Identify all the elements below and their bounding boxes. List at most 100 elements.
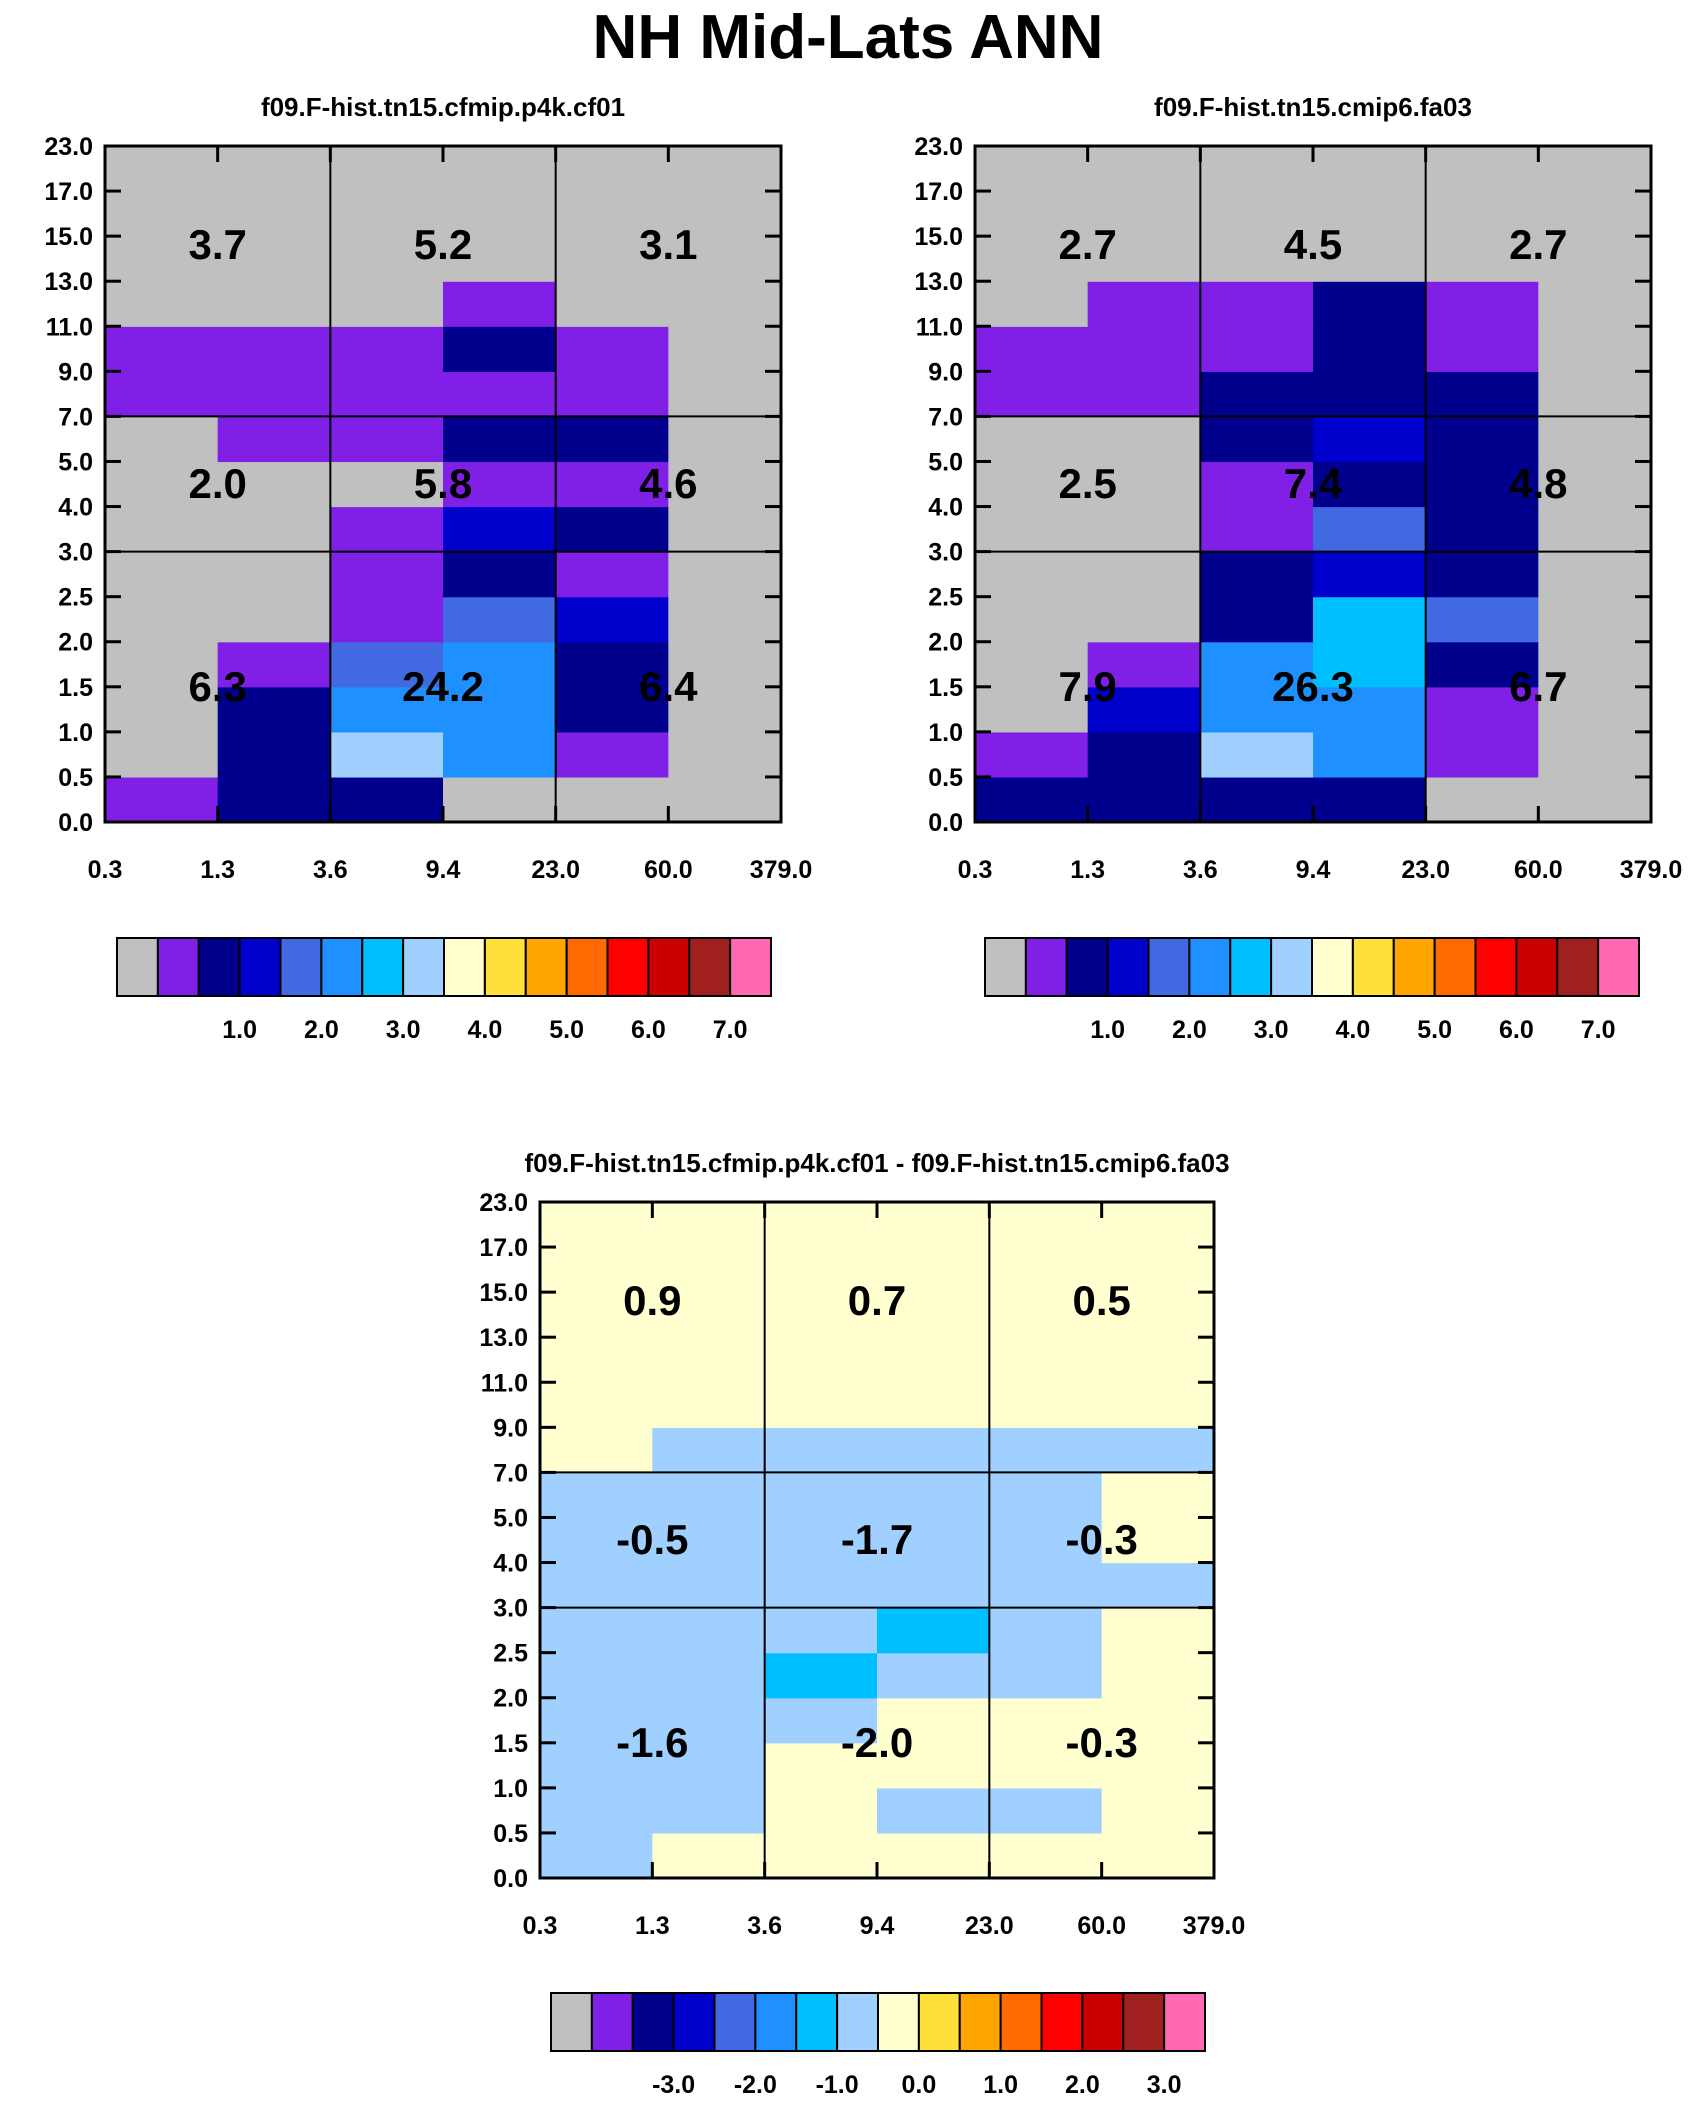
heatmap-cell (1087, 191, 1201, 237)
heatmap-cell (105, 686, 219, 733)
heatmap-cell (668, 371, 782, 417)
colorbar-box (1229, 937, 1273, 997)
region-value-label: 4.6 (639, 460, 697, 507)
heatmap-cell (1200, 281, 1314, 327)
heatmap-cell (1200, 776, 1314, 823)
y-tick-label: 0.0 (493, 1865, 528, 1893)
heatmap-cell (668, 731, 782, 778)
heatmap-cell (540, 1697, 653, 1744)
heatmap-cell (652, 1742, 766, 1789)
heatmap-cell (877, 1382, 990, 1428)
heatmap-cell (764, 1472, 878, 1519)
heatmap-cell (105, 596, 219, 643)
heatmap-cell (330, 686, 444, 733)
y-tick-label: 9.0 (928, 358, 963, 386)
heatmap-cell (975, 281, 1089, 327)
heatmap-cell (217, 731, 331, 778)
heatmap-cell (555, 551, 669, 598)
y-tick-label: 0.5 (493, 1820, 528, 1848)
chart-panel-3: f09.F-hist.tn15.cfmip.p4k.cf01 - f09.F-h… (479, 1148, 1245, 2099)
heatmap-cell (1101, 1562, 1215, 1609)
y-tick-label: 0.0 (58, 809, 93, 837)
heatmap-cell (975, 641, 1089, 688)
heatmap-cell (443, 596, 557, 643)
heatmap-cell (764, 1427, 878, 1473)
heatmap-cell (443, 281, 557, 327)
heatmap-cell (555, 146, 669, 192)
region-value-label: 6.3 (188, 663, 246, 710)
heatmap-cell (443, 551, 557, 598)
colorbar-box (1147, 937, 1191, 997)
heatmap-cell (877, 1247, 990, 1293)
heatmap-cell (975, 551, 1089, 598)
heatmap-cell (668, 551, 782, 598)
colorbar-box (647, 937, 691, 997)
chart-panel-2: f09.F-hist.tn15.cmip6.fa03 0.0 0.5 1.0 1.5 2.… (914, 92, 1682, 1044)
heatmap-cell (975, 686, 1089, 733)
x-tick-label: 0.3 (958, 856, 993, 884)
colorbar-label: -1.0 (816, 2071, 859, 2099)
y-tick-label: 9.0 (58, 358, 93, 386)
region-value-label: 4.8 (1509, 460, 1567, 507)
colorbar-label: 2.0 (304, 1016, 339, 1044)
heatmap-cell (443, 461, 557, 508)
heatmap-cell (540, 1787, 653, 1834)
heatmap-cell (443, 146, 557, 192)
heatmap-cell (1087, 551, 1201, 598)
heatmap-cell (217, 371, 331, 417)
heatmap-cell (555, 461, 669, 508)
colorbar-label: 1.0 (1090, 1016, 1125, 1044)
heatmap-cell (1200, 551, 1314, 598)
region-value-label: 26.3 (1272, 663, 1354, 710)
heatmap-cell (443, 326, 557, 372)
heatmap-cell (1087, 371, 1201, 417)
heatmap-cell (330, 641, 444, 688)
x-tick-label: 9.4 (426, 856, 461, 884)
y-tick-label: 4.0 (928, 494, 963, 522)
x-tick-label: 379.0 (1620, 856, 1683, 884)
region-value-label: 3.1 (639, 221, 697, 268)
heatmap-cell (989, 1427, 1103, 1473)
heatmap-cell (877, 1517, 990, 1564)
y-tick-label: 2.5 (493, 1640, 528, 1668)
heatmap-cell (1101, 1472, 1215, 1519)
y-tick-label: 2.0 (928, 629, 963, 657)
colorbar-label: 2.0 (1172, 1016, 1207, 1044)
x-tick-label: 379.0 (1183, 1912, 1246, 1940)
heatmap-cell (989, 1247, 1103, 1293)
colorbar-label: 3.0 (1147, 2071, 1182, 2099)
colorbar-box (279, 937, 323, 997)
colorbar-box (1270, 937, 1313, 997)
heatmap-cell (877, 1292, 990, 1338)
heatmap-cell (1538, 506, 1652, 553)
heatmap-cell (330, 416, 444, 463)
heatmap-cell (105, 236, 219, 282)
heatmap-cell (1425, 236, 1539, 282)
heatmap-cell (540, 1472, 653, 1519)
heatmap-cell (1101, 1787, 1215, 1834)
heatmap-cell (1313, 416, 1427, 463)
heatmap-cell (540, 1337, 653, 1383)
heatmap-cell (1425, 776, 1539, 823)
colorbar-box (631, 1992, 675, 2052)
heatmap-cell (330, 371, 444, 417)
heatmap-cell (1101, 1337, 1215, 1383)
colorbar-label: 1.0 (983, 2071, 1018, 2099)
y-tick-label: 2.0 (493, 1685, 528, 1713)
y-tick-label: 1.5 (493, 1730, 528, 1758)
heatmap-cell (443, 506, 557, 553)
heatmap-cell (1425, 326, 1539, 372)
heatmap-cell (105, 191, 219, 237)
heatmap-cell (1200, 506, 1314, 553)
y-tick-label: 13.0 (44, 268, 93, 296)
heatmap-cell (217, 326, 331, 372)
colorbar-label: 3.0 (1254, 1016, 1289, 1044)
heatmap-cell (217, 416, 331, 463)
heatmap-cell (989, 1472, 1103, 1519)
colorbar-box (197, 937, 241, 997)
heatmap-cell (1425, 371, 1539, 417)
heatmap-cell (989, 1607, 1103, 1654)
y-tick-label: 1.0 (58, 719, 93, 747)
axes: 0.0 0.5 1.0 1.5 2.0 2.5 3.0 4.0 5.0 7.0 9.0 11.0 13.… (44, 133, 812, 884)
region-value-label: -0.5 (616, 1516, 688, 1563)
